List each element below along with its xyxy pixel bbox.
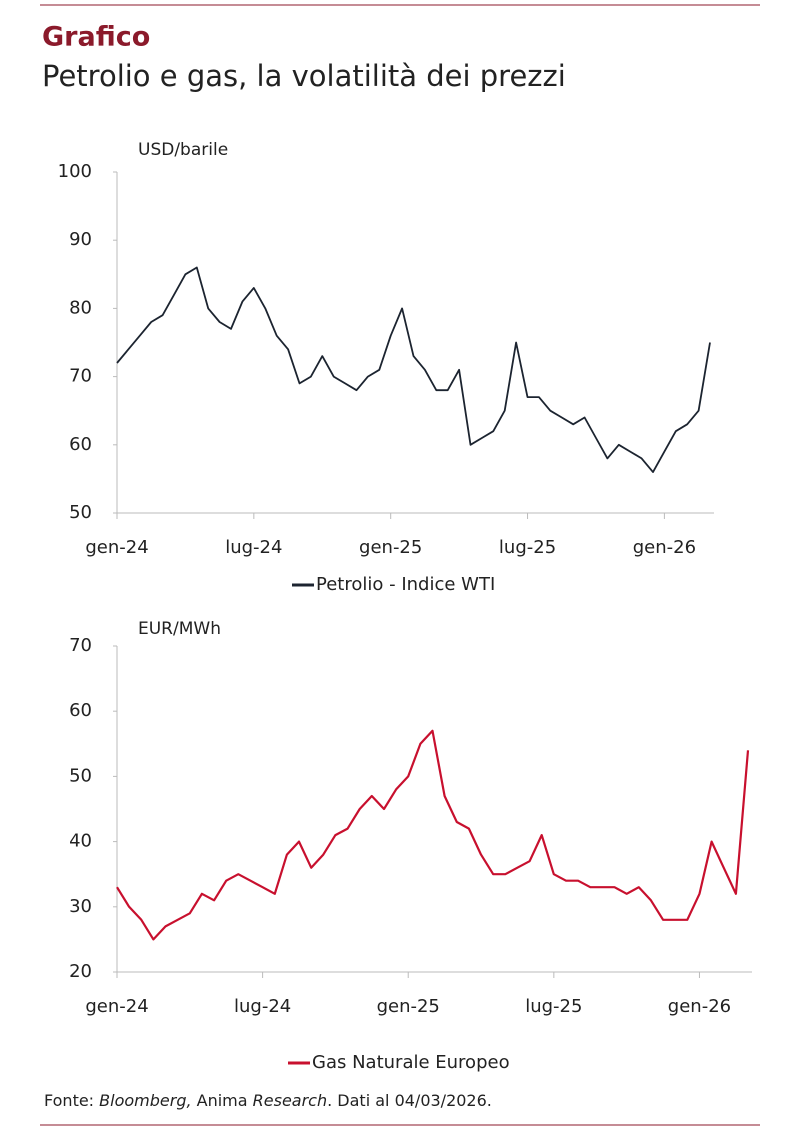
y-tick-label: 50	[69, 502, 92, 523]
y-axis-unit: EUR/MWh	[138, 619, 221, 639]
x-tick-label: gen-26	[668, 996, 731, 1017]
x-tick-label: gen-24	[85, 537, 148, 558]
y-tick-label: 60	[69, 434, 92, 455]
y-tick-label: 90	[69, 229, 92, 250]
x-tick-label: gen-26	[633, 537, 696, 558]
y-tick-label: 20	[69, 961, 92, 982]
x-tick-label: lug-25	[499, 537, 556, 558]
source-part: Research	[253, 1091, 327, 1110]
header-subtitle: Petrolio e gas, la volatilità dei prezzi	[42, 59, 566, 93]
data-line	[116, 266, 711, 473]
source-part: Bloomberg,	[99, 1091, 191, 1110]
header-title: Grafico	[42, 22, 150, 53]
source-part: Anima	[192, 1091, 253, 1110]
y-tick-label: 30	[69, 896, 92, 917]
data-line	[116, 729, 750, 941]
x-tick-label: gen-24	[85, 996, 148, 1017]
source-part: Fonte:	[44, 1091, 99, 1110]
y-tick-label: 60	[69, 700, 92, 721]
source: Fonte: Bloomberg, Anima Research. Dati a…	[44, 1091, 492, 1110]
y-tick-label: 40	[69, 831, 92, 852]
y-tick-label: 80	[69, 297, 92, 318]
x-tick-label: gen-25	[377, 996, 440, 1017]
legend-label: Petrolio - Indice WTI	[316, 574, 495, 595]
y-tick-label: 50	[69, 765, 92, 786]
y-tick-label: 100	[58, 161, 92, 182]
x-tick-label: lug-24	[234, 996, 291, 1017]
x-tick-label: lug-25	[525, 996, 582, 1017]
y-tick-label: 70	[69, 366, 92, 387]
y-tick-label: 70	[69, 635, 92, 656]
y-axis-unit: USD/barile	[138, 140, 228, 160]
legend-label: Gas Naturale Europeo	[312, 1052, 510, 1073]
x-tick-label: lug-24	[225, 537, 282, 558]
source-part: . Dati al 04/03/2026.	[327, 1091, 492, 1110]
x-tick-label: gen-25	[359, 537, 422, 558]
